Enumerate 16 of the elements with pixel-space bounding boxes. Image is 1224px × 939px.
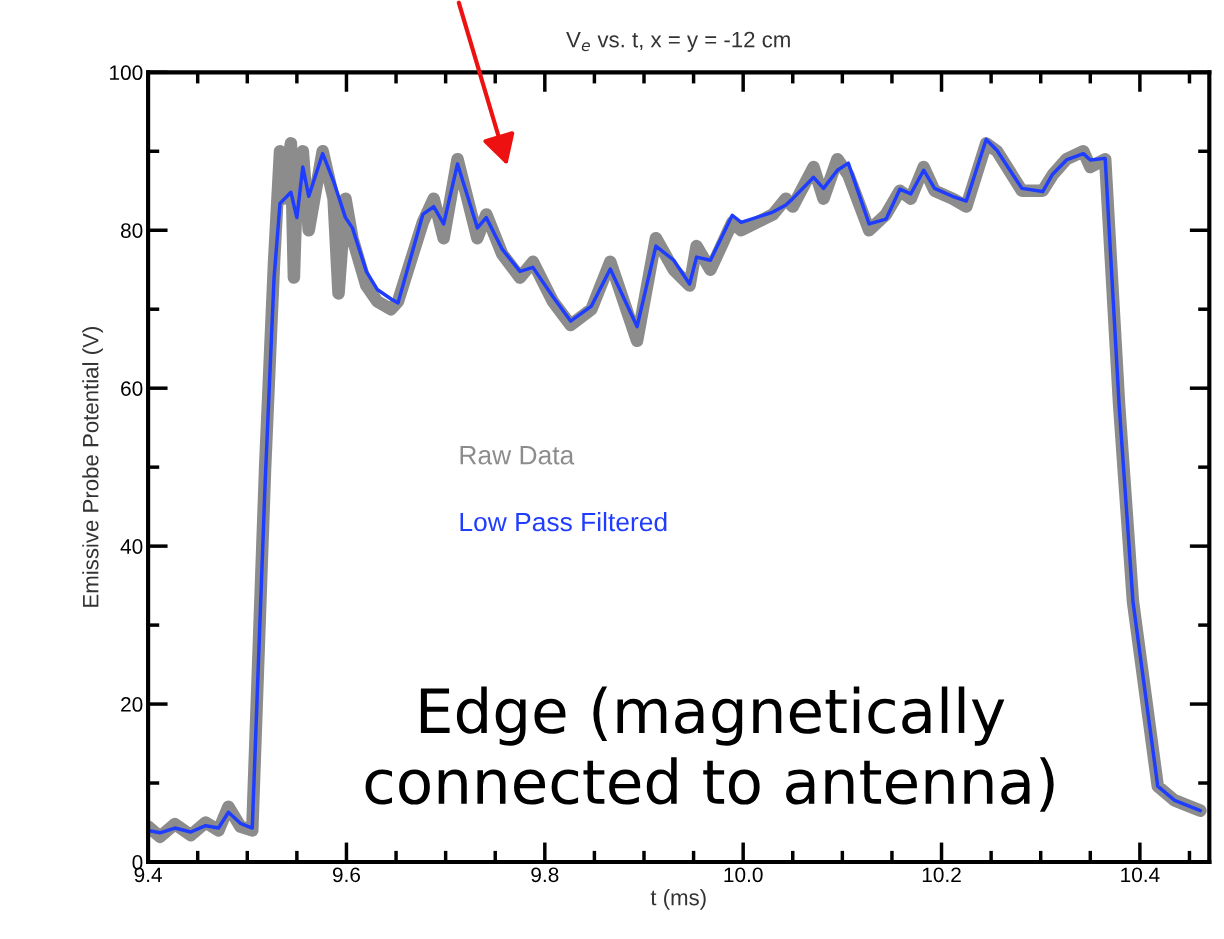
chart-title: V$_{e}$ vs. t, x = y = -12 cm xyxy=(566,31,790,52)
x-tick-label: 9.8 xyxy=(531,867,559,883)
annotation: Edge (magnetically connected to antenna) xyxy=(365,686,1054,812)
x-tick-label: 10.0 xyxy=(724,867,763,883)
y-tick-label: 100 xyxy=(110,65,143,81)
text: Raw Data xyxy=(460,446,575,465)
y-tick-label: 80 xyxy=(120,223,143,238)
y-tick-label: 60 xyxy=(121,381,143,396)
x-tick-label: 10.4 xyxy=(1121,867,1160,883)
x-tick-label: 9.6 xyxy=(332,867,361,883)
y-tick-label: 20 xyxy=(121,697,143,712)
text: Low Pass Filtered xyxy=(460,511,667,532)
y-axis-title: Emissive Probe Potential (V) xyxy=(82,327,103,607)
x-axis-title: t (ms) xyxy=(650,889,706,910)
y-tick-label: 40 xyxy=(120,539,143,554)
x-tick-label: 10.2 xyxy=(922,867,961,883)
